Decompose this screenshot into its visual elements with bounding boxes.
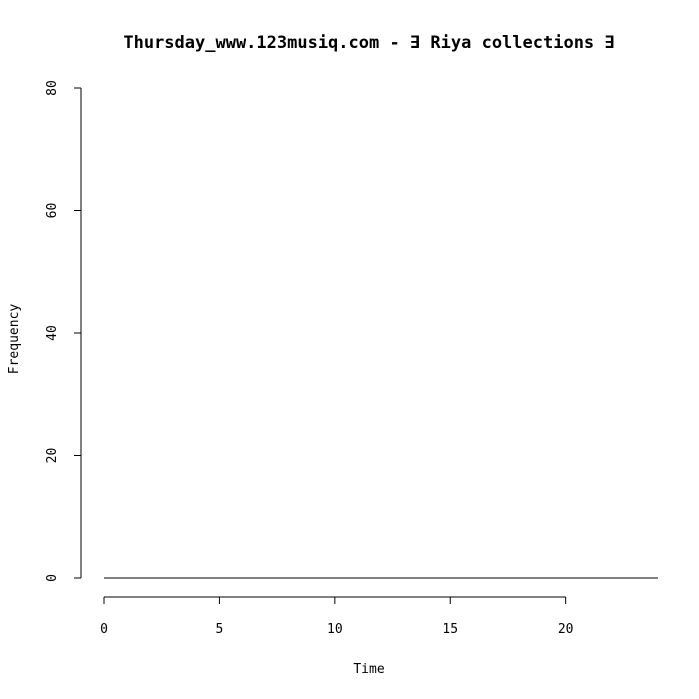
x-tick-label: 15 [442,622,458,637]
x-axis: 0 5 10 15 20 [100,596,574,637]
y-tick-label: 80 [45,80,60,96]
y-tick-label: 60 [45,203,60,219]
chart-title: Thursday_www.123musiq.com - ∃ Riya colle… [123,33,614,53]
y-tick-label: 20 [45,448,60,464]
y-axis-label: Frequency [7,304,22,375]
y-axis: 0 20 40 60 80 [45,80,82,582]
y-tick-label: 0 [45,574,60,582]
y-tick-label: 40 [45,325,60,341]
x-axis-label: Time [353,662,384,677]
x-tick-label: 10 [327,622,343,637]
x-tick-label: 0 [100,622,108,637]
x-tick-label: 20 [558,622,574,637]
x-tick-label: 5 [216,622,224,637]
